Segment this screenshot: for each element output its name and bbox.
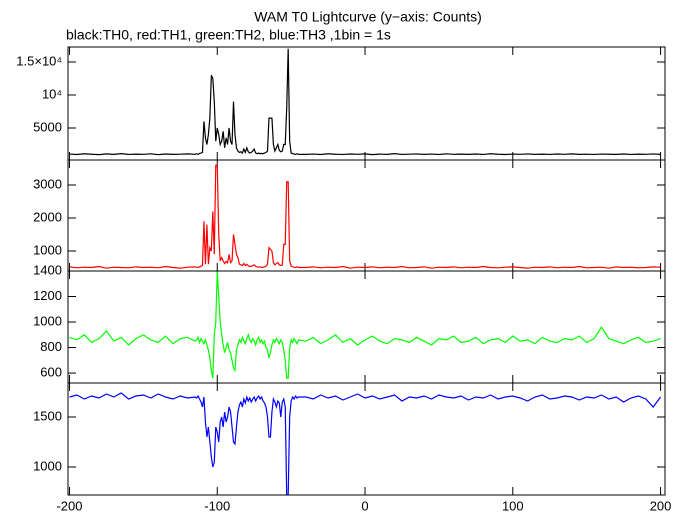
panel-frame [67, 46, 666, 161]
y-tick-label: 2000 [33, 209, 62, 224]
x-tick-label: 0 [361, 498, 368, 513]
series-line [69, 48, 661, 156]
series-line [69, 164, 661, 269]
y-tick-label: 1000 [33, 242, 62, 257]
y-tick-label: 1000 [33, 313, 62, 328]
x-tick-label: -200 [56, 498, 82, 513]
y-tick-label: 1200 [33, 288, 62, 303]
panel-frame [67, 159, 666, 272]
panel-frame [67, 270, 666, 384]
y-tick-label: 5000 [33, 119, 62, 134]
y-tick-label: 3000 [33, 176, 62, 191]
y-tick-label: 600 [40, 364, 62, 379]
x-tick-label: 100 [502, 498, 524, 513]
y-tick-label: 1.5×10⁴ [16, 53, 62, 68]
x-tick-label: 200 [650, 498, 672, 513]
y-tick-label: 1000 [33, 458, 62, 473]
y-tick-label: 1400 [33, 262, 62, 277]
y-tick-label: 800 [40, 339, 62, 354]
y-tick-label: 1500 [33, 408, 62, 423]
series-line [69, 392, 662, 495]
x-tick-label: -100 [204, 498, 230, 513]
chart-subtitle: black:TH0, red:TH1, green:TH2, blue:TH3 … [66, 27, 391, 43]
panel-frame [67, 382, 666, 496]
y-tick-label: 10⁴ [42, 86, 62, 101]
series-line [69, 271, 661, 379]
chart-title: WAM T0 Lightcurve (y−axis: Counts) [254, 9, 482, 25]
